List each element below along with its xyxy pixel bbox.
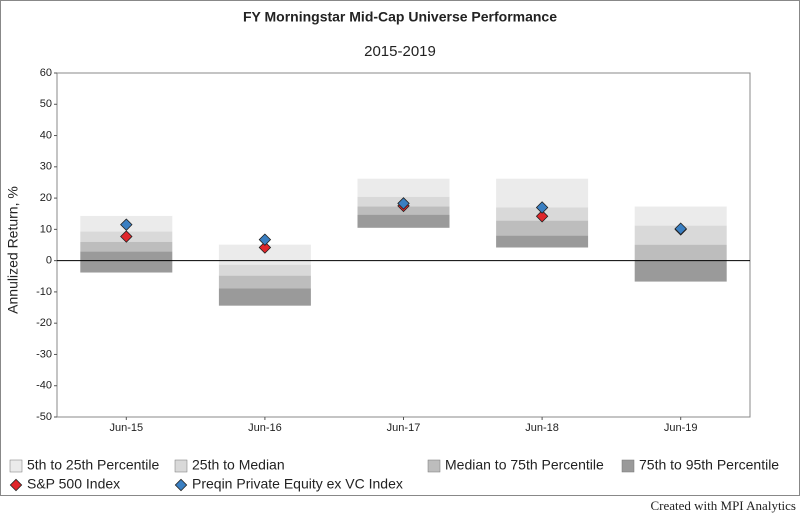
percentile-band [80,251,173,273]
x-tick-label: Jun-17 [387,422,421,434]
legend-label: 5th to 25th Percentile [27,457,160,473]
percentile-band [634,206,727,226]
y-tick-label: -20 [36,317,52,329]
x-tick-label: Jun-19 [664,422,698,434]
y-tick-label: -10 [36,286,52,298]
y-tick-label: 0 [46,255,52,267]
legend-label: Median to 75th Percentile [445,457,604,473]
legend-label: 25th to Median [192,457,285,473]
percentile-band [80,241,173,252]
legend-swatch [174,459,188,473]
y-tick-label: 30 [40,161,52,173]
y-tick-label: -30 [36,348,52,360]
y-tick-label: 40 [40,129,52,141]
legend-label: Preqin Private Equity ex VC Index [192,476,403,492]
y-tick-label: 60 [40,67,52,79]
footer: Created with MPI Analytics [650,498,796,513]
chart-subtitle: 2015-2019 [364,43,436,60]
legend-swatch [427,459,441,473]
chart-title: FY Morningstar Mid-Cap Universe Performa… [243,9,557,25]
x-tick-label: Jun-15 [109,422,143,434]
legend-swatch [621,459,635,473]
x-tick-label: Jun-16 [248,422,282,434]
y-tick-label: 50 [40,98,52,110]
percentile-band [496,235,589,248]
y-tick-label: 20 [40,192,52,204]
percentile-band [496,220,589,236]
marker [674,222,687,235]
percentile-band [357,214,450,228]
y-axis-label: Annulized Return, % [5,186,21,314]
marker [120,230,133,243]
percentile-band [218,275,311,289]
marker [258,233,272,246]
legend-label: 75th to 95th Percentile [639,457,779,473]
legend-swatch [9,459,23,473]
y-tick-label: -40 [36,380,52,392]
percentile-band [634,244,727,261]
percentile-band [218,244,311,265]
legend-marker [174,478,188,492]
legend-marker [9,478,23,492]
y-tick-label: 10 [40,223,52,235]
marker [535,210,549,223]
percentile-band [634,260,727,282]
legend-label: S&P 500 Index [27,476,120,492]
x-tick-label: Jun-18 [525,422,559,434]
percentile-band [218,288,311,306]
marker [397,197,410,210]
percentile-band [218,264,311,276]
marker [535,201,549,214]
plot-area [56,72,751,418]
marker [258,241,272,254]
marker [120,218,133,231]
percentile-band [357,178,450,197]
y-tick-label: -50 [36,411,52,423]
